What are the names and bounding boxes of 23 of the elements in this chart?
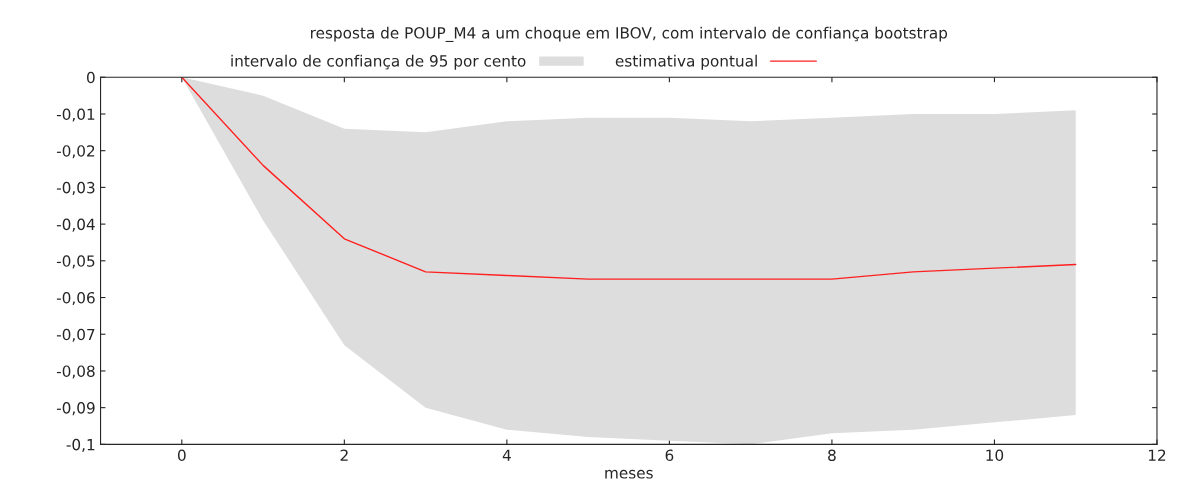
y-tick-label: -0,05 <box>56 255 95 269</box>
x-tick-label: 8 <box>828 449 836 462</box>
text: intervalo de confiança de 95 por cento <box>231 54 526 70</box>
x-tick-label: 2 <box>340 449 348 461</box>
y-tick-label: -0,04 <box>56 218 95 232</box>
chart-title: resposta de POUP_M4 a um choque em IBOV, com intervalo de confiança bootstrap <box>311 26 948 42</box>
y-tick-label: -0,03 <box>56 181 95 195</box>
text: estimativa pontual <box>615 54 757 70</box>
y-tick-label: -0,02 <box>56 145 95 159</box>
x-axis-title: meses <box>605 469 653 479</box>
x-tick-label: 4 <box>502 449 511 461</box>
x-tick-label: 0 <box>177 449 186 462</box>
y-tick-label: -0,06 <box>56 291 95 306</box>
x-tick-label: 12 <box>1148 449 1166 461</box>
x-tick-label: 6 <box>665 449 674 462</box>
y-tick-label: 0 <box>86 71 95 84</box>
y-tick-label: -0,01 <box>56 108 95 122</box>
x-tick-label: 10 <box>986 449 1004 462</box>
y-tick-label: -0,07 <box>56 328 95 342</box>
line-series <box>181 77 1077 280</box>
y-tick-label: -0,09 <box>56 402 95 416</box>
y-tick-label: -0,08 <box>56 365 95 379</box>
y-tick-label: -0,1 <box>66 438 95 452</box>
